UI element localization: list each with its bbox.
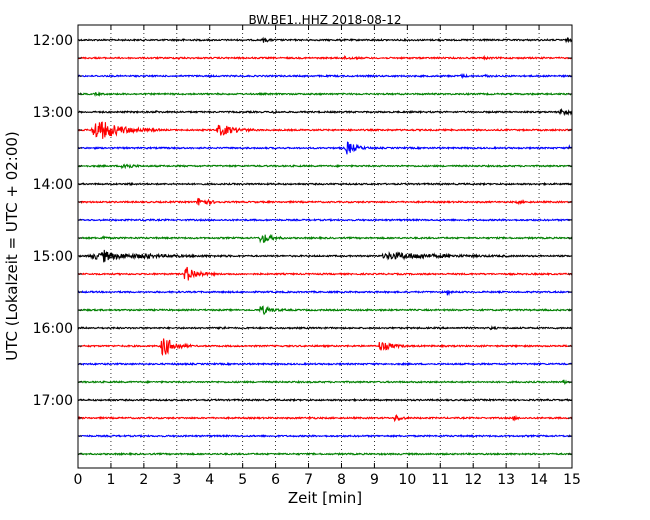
x-tick-label: 1 <box>106 472 115 488</box>
trace-line-1615 <box>77 338 573 356</box>
trace-line-1215 <box>77 54 573 61</box>
trace-line-1745 <box>77 451 573 457</box>
y-tick-label: 12:00 <box>33 33 73 49</box>
plot-background <box>78 25 572 468</box>
trace-line-1230 <box>77 73 573 80</box>
trace-line-1515 <box>77 266 573 281</box>
x-tick-label: 12 <box>464 472 482 488</box>
trace-line-1315 <box>78 121 573 139</box>
x-tick-label: 5 <box>238 472 247 488</box>
x-tick-label: 14 <box>530 472 548 488</box>
trace-line-1415 <box>77 197 573 206</box>
trace-line-1530 <box>77 289 573 296</box>
ticks: 0 1 2 3 4 5 6 7 8 9 10 11 12 13 14 1512:0013:0014:0015:… <box>33 25 581 488</box>
y-tick-label: 17:00 <box>33 393 73 409</box>
x-tick-label: 2 <box>139 472 148 488</box>
trace-line-1200 <box>77 36 573 44</box>
trace-line-1300 <box>77 107 573 117</box>
x-tick-label: 8 <box>337 472 346 488</box>
trace-line-1430 <box>77 217 573 223</box>
trace-line-1345 <box>77 163 573 170</box>
trace-line-1245 <box>77 91 573 98</box>
trace-line-1400 <box>77 181 573 187</box>
trace-line-1545 <box>78 305 573 316</box>
x-tick-label: 10 <box>398 472 416 488</box>
trace-line-1700 <box>77 397 573 403</box>
y-tick-label: 14:00 <box>33 177 73 193</box>
chart-title: BW.BE1..HHZ 2018-08-12 <box>248 13 401 27</box>
trace-line-1730 <box>77 433 573 439</box>
x-tick-label: 9 <box>370 472 379 488</box>
x-tick-label: 6 <box>271 472 280 488</box>
y-tick-label: 16:00 <box>33 321 73 337</box>
x-axis-label: Zeit [min] <box>288 489 362 507</box>
trace-line-1600 <box>77 325 573 331</box>
x-tick-label: 15 <box>563 472 581 488</box>
trace-line-1630 <box>77 361 573 367</box>
plot-frame <box>77 24 573 469</box>
trace-line-1445 <box>77 233 573 244</box>
x-tick-label: 4 <box>205 472 214 488</box>
x-tick-label: 13 <box>497 472 515 488</box>
x-tick-label: 0 <box>74 472 83 488</box>
trace-line-1645 <box>77 379 573 386</box>
y-tick-label: 13:00 <box>33 105 73 121</box>
traces <box>77 36 573 457</box>
trace-line-1330 <box>77 141 573 155</box>
y-axis-label: UTC (Lokalzeit = UTC + 02:00) <box>3 131 21 361</box>
trace-line-1500 <box>77 249 573 263</box>
x-tick-label: 11 <box>431 472 449 488</box>
x-tick-label: 7 <box>304 472 313 488</box>
trace-line-1715 <box>77 414 573 423</box>
x-tick-label: 3 <box>172 472 181 488</box>
y-tick-label: 15:00 <box>33 249 73 265</box>
